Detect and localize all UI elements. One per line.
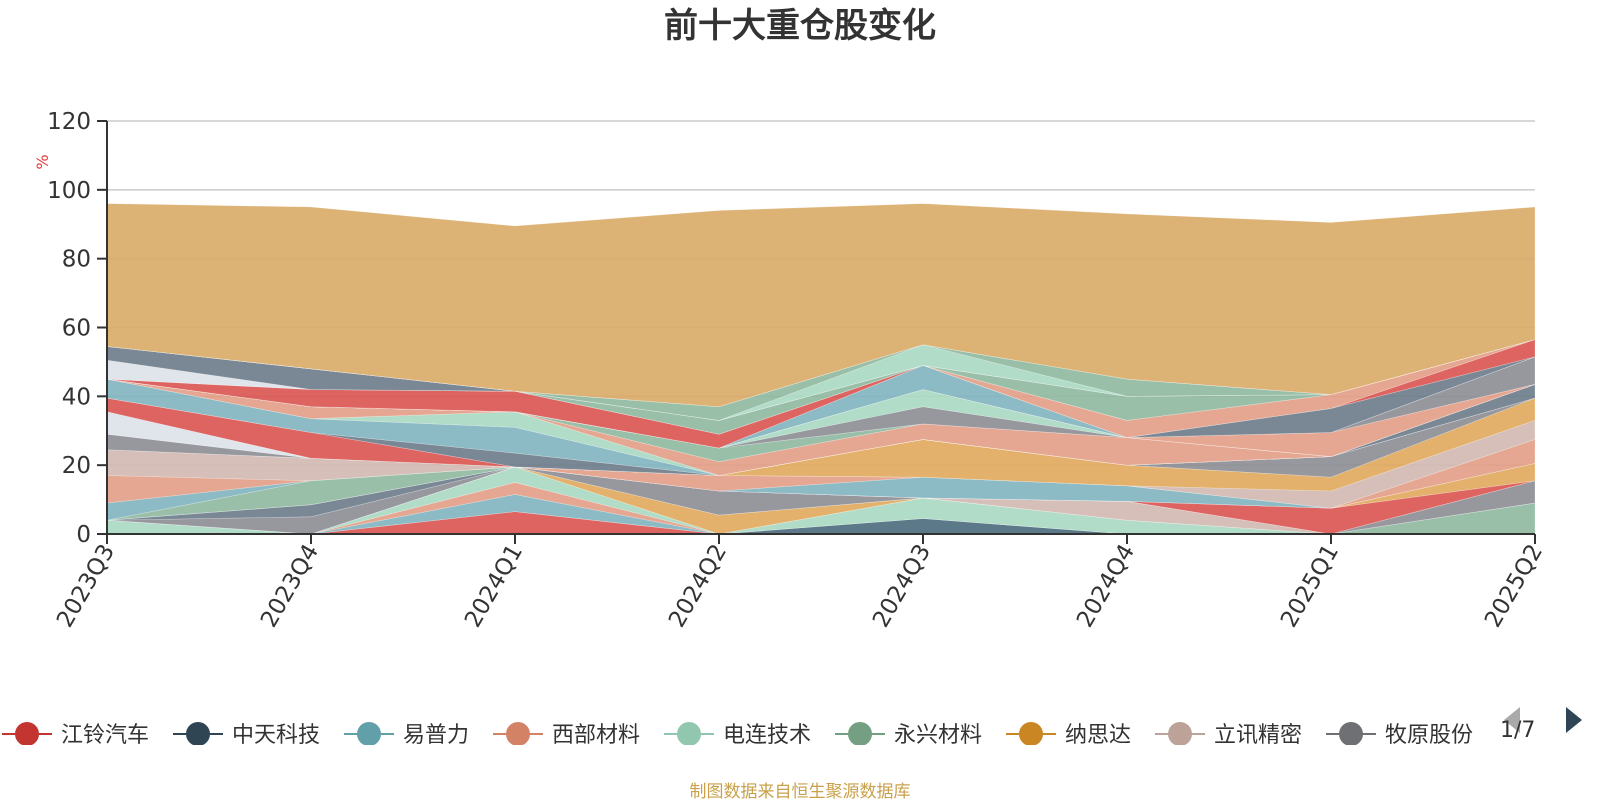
legend-prev-icon[interactable] bbox=[1504, 707, 1520, 733]
x-tick-label: 2024Q1 bbox=[460, 540, 528, 632]
legend[interactable]: 江铃汽车 中天科技 易普力 西部材料 电连技术 永兴材料 纳思达 立讯精密 牧原股份 bbox=[2, 722, 1473, 748]
y-tick-label: 80 bbox=[62, 247, 91, 273]
y-tick-label: 60 bbox=[62, 316, 91, 342]
y-tick-label: 40 bbox=[62, 384, 91, 410]
legend-marker bbox=[1019, 722, 1043, 745]
y-tick-label: 100 bbox=[47, 178, 91, 204]
legend-item[interactable]: 牧原股份 bbox=[1326, 722, 1473, 748]
legend-label: 江铃汽车 bbox=[61, 723, 149, 748]
y-tick-label: 20 bbox=[62, 453, 91, 479]
legend-marker bbox=[1168, 722, 1192, 745]
area-series bbox=[106, 203, 1536, 408]
legend-marker bbox=[506, 722, 530, 745]
legend-label: 易普力 bbox=[403, 723, 469, 748]
legend-marker bbox=[1339, 722, 1363, 745]
area-series bbox=[107, 482, 1535, 535]
legend-label: 西部材料 bbox=[552, 723, 640, 748]
area-series bbox=[106, 463, 1536, 521]
y-tick-label: 120 bbox=[47, 109, 91, 135]
legend-label: 纳思达 bbox=[1065, 723, 1131, 748]
area-series bbox=[107, 494, 1535, 535]
legend-marker bbox=[848, 722, 872, 745]
legend-next-icon[interactable] bbox=[1566, 707, 1582, 733]
chart-title: 前十大重仓股变化 bbox=[664, 6, 936, 46]
legend-marker bbox=[186, 722, 210, 745]
legend-marker bbox=[677, 722, 701, 745]
x-tick-label: 2024Q4 bbox=[1072, 540, 1140, 632]
x-tick-label: 2023Q4 bbox=[256, 540, 324, 632]
area-series bbox=[106, 466, 1536, 535]
x-tick-label: 2025Q2 bbox=[1480, 540, 1548, 632]
area-series bbox=[106, 466, 1536, 535]
legend-items: 江铃汽车 中天科技 易普力 西部材料 电连技术 永兴材料 纳思达 立讯精密 牧原股份 bbox=[2, 722, 1473, 748]
legend-marker bbox=[15, 722, 39, 745]
legend-item[interactable]: 西部材料 bbox=[493, 722, 640, 748]
legend-label: 电连技术 bbox=[723, 723, 811, 748]
area-layer bbox=[106, 203, 1536, 535]
legend-label: 立讯精密 bbox=[1214, 723, 1302, 748]
legend-page-indicator: 1/7 bbox=[1500, 718, 1536, 743]
legend-label: 中天科技 bbox=[232, 723, 320, 748]
legend-item[interactable]: 中天科技 bbox=[173, 722, 320, 748]
y-tick-label: 0 bbox=[76, 522, 91, 548]
area-series bbox=[106, 397, 1536, 492]
legend-item[interactable]: 易普力 bbox=[344, 722, 469, 748]
x-tick-label: 2024Q2 bbox=[664, 540, 732, 632]
data-source-note: 制图数据来自恒生聚源数据库 bbox=[689, 782, 911, 802]
legend-item[interactable]: 立讯精密 bbox=[1155, 722, 1302, 748]
x-tick-label: 2024Q3 bbox=[868, 540, 936, 632]
y-axis-label: % bbox=[33, 154, 52, 169]
area-series bbox=[106, 397, 1536, 478]
legend-label: 牧原股份 bbox=[1385, 723, 1473, 748]
x-tick-label: 2025Q1 bbox=[1276, 540, 1344, 632]
legend-label: 永兴材料 bbox=[894, 723, 982, 748]
legend-item[interactable]: 永兴材料 bbox=[835, 722, 982, 748]
legend-item[interactable]: 电连技术 bbox=[664, 722, 811, 748]
legend-marker bbox=[357, 722, 381, 745]
legend-item[interactable]: 江铃汽车 bbox=[2, 722, 149, 748]
x-tick-label: 2023Q3 bbox=[52, 540, 120, 632]
legend-item[interactable]: 纳思达 bbox=[1006, 722, 1131, 748]
